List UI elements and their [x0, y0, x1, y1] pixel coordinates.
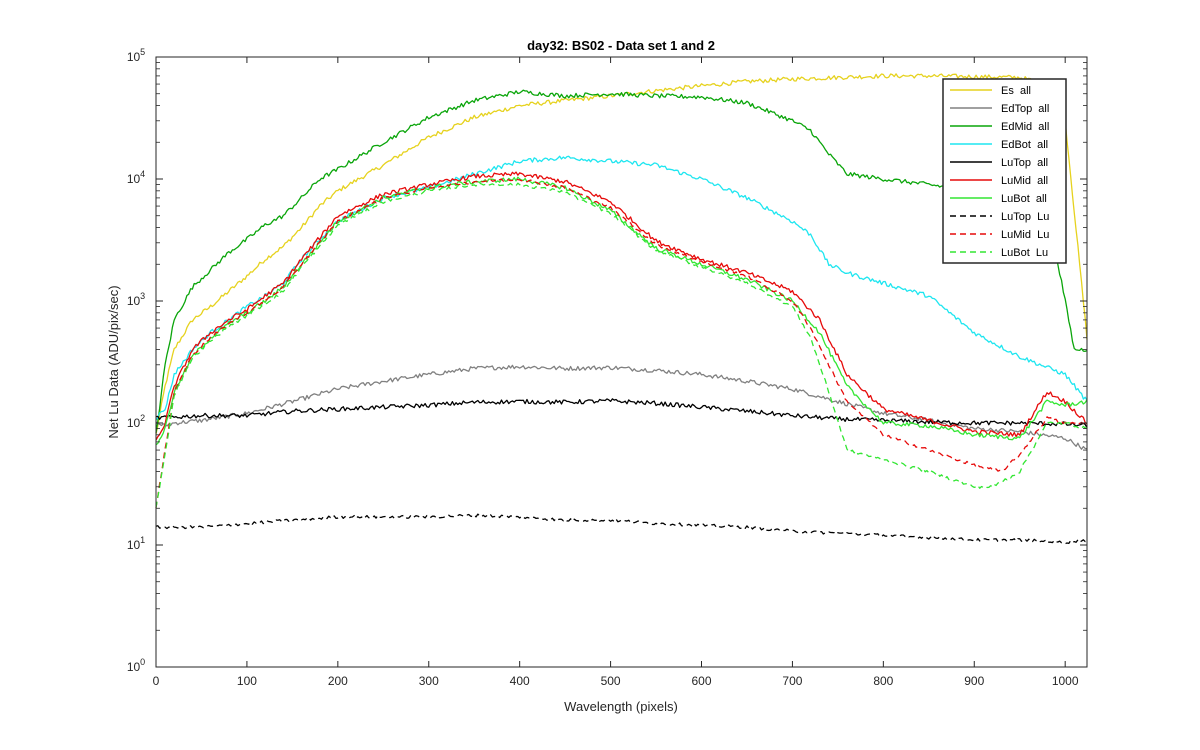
x-tick-label: 500	[601, 674, 621, 688]
legend-label-lutop-lu: LuTop Lu	[1001, 211, 1049, 223]
y-tick-label: 101	[127, 535, 145, 552]
y-tick-label: 105	[127, 47, 145, 64]
x-tick-label: 600	[691, 674, 711, 688]
y-tick-label: 103	[127, 291, 145, 308]
legend-box	[942, 78, 1067, 264]
chart-title: day32: BS02 - Data set 1 and 2	[527, 38, 715, 53]
x-tick-label: 900	[964, 674, 984, 688]
series-line-edmid-all	[155, 89, 1088, 434]
series-line-lutop-lu	[155, 513, 1088, 545]
series-line-lumid-all	[155, 171, 1088, 441]
legend-label-lubot-lu: LuBot Lu	[1001, 247, 1048, 259]
x-tick-label: 200	[328, 674, 348, 688]
legend-label-edmid-all: EdMid all	[1001, 121, 1049, 133]
series-line-lumid-lu	[155, 178, 1088, 508]
legend-label-es-all: Es all	[1001, 85, 1031, 97]
x-tick-label: 300	[419, 674, 439, 688]
x-axis-title: Wavelength (pixels)	[564, 699, 678, 714]
legend-label-edbot-all: EdBot all	[1001, 139, 1048, 151]
legend-label-lubot-all: LuBot all	[1001, 193, 1047, 205]
legend-label-lumid-lu: LuMid Lu	[1001, 229, 1049, 241]
y-axis-title: Net Lu Data (ADU/pix/sec)	[106, 285, 121, 438]
legend-label-lumid-all: LuMid all	[1001, 175, 1048, 187]
series-line-lutop-all	[155, 398, 1088, 429]
series-layer	[155, 73, 1088, 545]
series-line-edtop-all	[155, 364, 1088, 450]
x-tick-label: 100	[237, 674, 257, 688]
legend-label-edtop-all: EdTop all	[1001, 103, 1049, 115]
plot-area	[156, 57, 1087, 667]
y-tick-label: 104	[127, 169, 145, 186]
axes: 0 100 200 300 400 500 600 700 800 900 1000 100 101 10…	[127, 47, 1088, 688]
series-line-edbot-all	[155, 155, 1088, 421]
plot-frame	[155, 56, 1088, 668]
x-tick-label: 0	[153, 674, 160, 688]
x-tick-label: 800	[873, 674, 893, 688]
x-tick-label: 700	[782, 674, 802, 688]
legend: Es all EdTop all EdMid all EdBot all LuTop a…	[942, 78, 1067, 264]
x-tick-label: 1000	[1052, 674, 1079, 688]
series-line-lubot-lu	[155, 182, 1088, 508]
y-tick-label: 100	[127, 657, 145, 674]
y-tick-label: 102	[127, 413, 145, 430]
legend-label-lutop-all: LuTop all	[1001, 157, 1048, 169]
x-tick-label: 400	[510, 674, 530, 688]
